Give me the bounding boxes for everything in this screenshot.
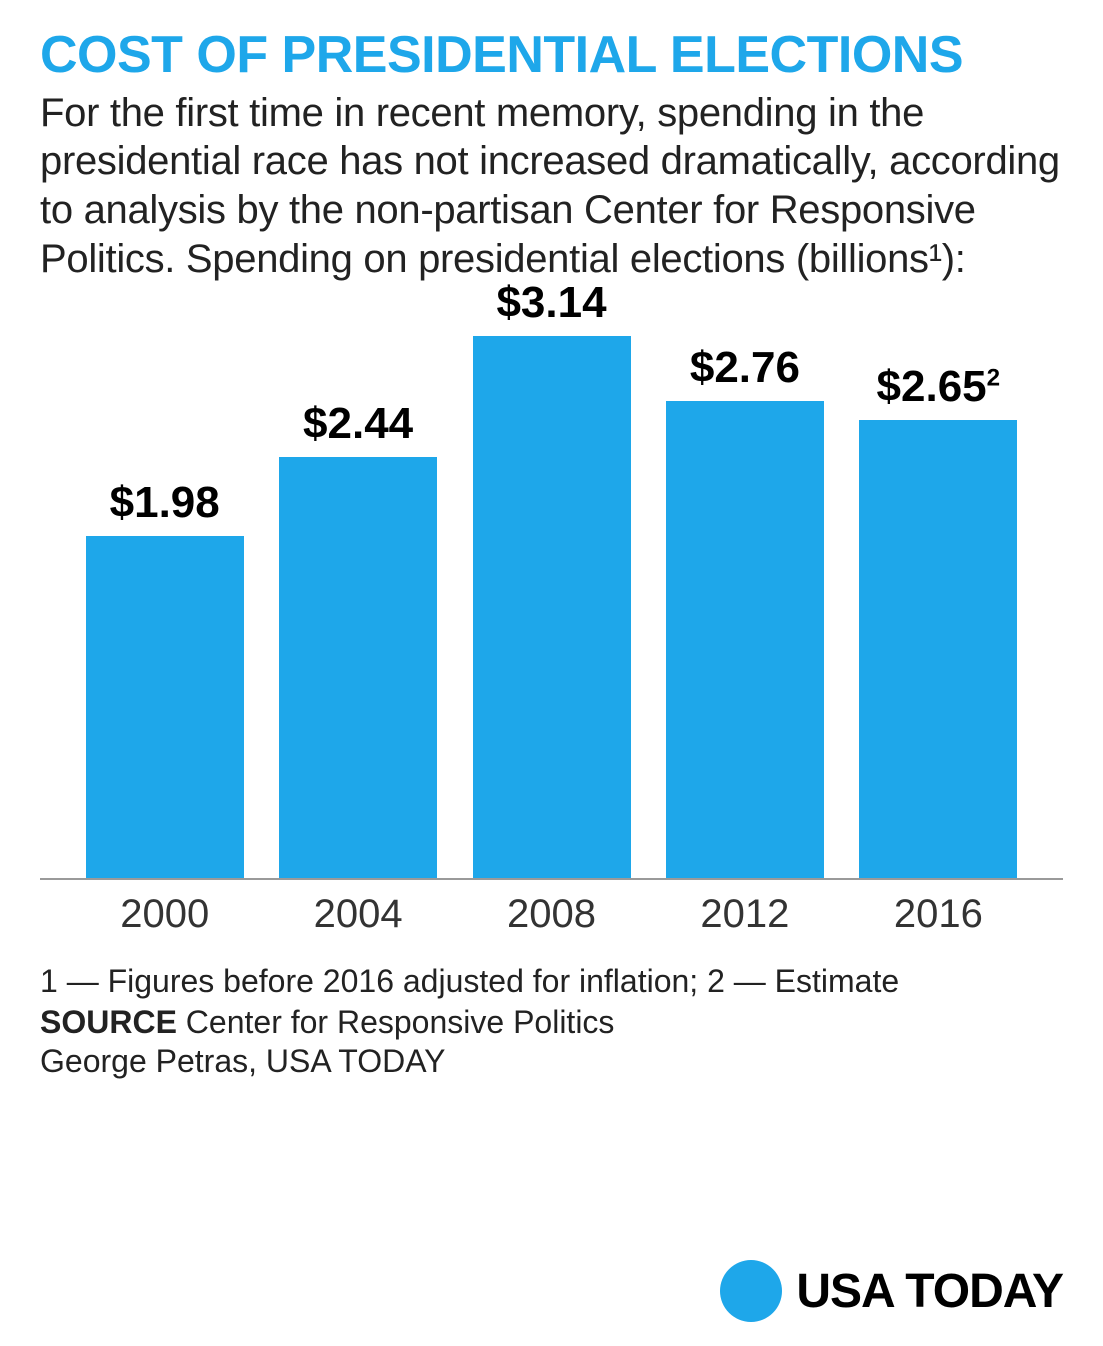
bar-col: $1.98: [68, 478, 261, 878]
brand-text: USA TODAY: [796, 1264, 1063, 1319]
bar-value-label: $2.652: [877, 362, 1001, 412]
source-line: SOURCE Center for Responsive Politics: [40, 1004, 1063, 1041]
bar-value-label: $2.44: [303, 399, 413, 449]
footnotes: 1 — Figures before 2016 adjusted for inf…: [40, 963, 1063, 1000]
bar-value-label: $2.76: [690, 343, 800, 393]
x-tick-label: 2000: [68, 892, 261, 937]
bar: [666, 401, 824, 878]
credit: George Petras, USA TODAY: [40, 1043, 1063, 1080]
bar: [279, 457, 437, 878]
plot-area: $1.98$2.44$3.14$2.76$2.652: [40, 310, 1063, 880]
x-tick-label: 2012: [648, 892, 841, 937]
bar-chart: $1.98$2.44$3.14$2.76$2.652 2000200420082…: [40, 310, 1063, 937]
x-tick-label: 2008: [455, 892, 648, 937]
subhead: For the first time in recent memory, spe…: [40, 89, 1063, 284]
infographic: COST OF PRESIDENTIAL ELECTIONS For the f…: [0, 0, 1103, 1346]
bar: [859, 420, 1017, 878]
x-tick-label: 2004: [261, 892, 454, 937]
x-tick-label: 2016: [842, 892, 1035, 937]
x-axis: 20002004200820122016: [40, 880, 1063, 937]
bar-col: $3.14: [455, 278, 648, 878]
headline: COST OF PRESIDENTIAL ELECTIONS: [40, 28, 1063, 83]
bar: [86, 536, 244, 878]
bar-value-label: $1.98: [110, 478, 220, 528]
bar-col: $2.652: [842, 362, 1035, 878]
bar-col: $2.44: [261, 399, 454, 878]
source-label: SOURCE: [40, 1004, 177, 1040]
brand-dot-icon: [720, 1260, 782, 1322]
publisher-brand: USA TODAY: [720, 1260, 1063, 1322]
bar-col: $2.76: [648, 343, 841, 878]
bar: [473, 336, 631, 878]
bar-value-label: $3.14: [496, 278, 606, 328]
source-text: Center for Responsive Politics: [186, 1004, 615, 1040]
